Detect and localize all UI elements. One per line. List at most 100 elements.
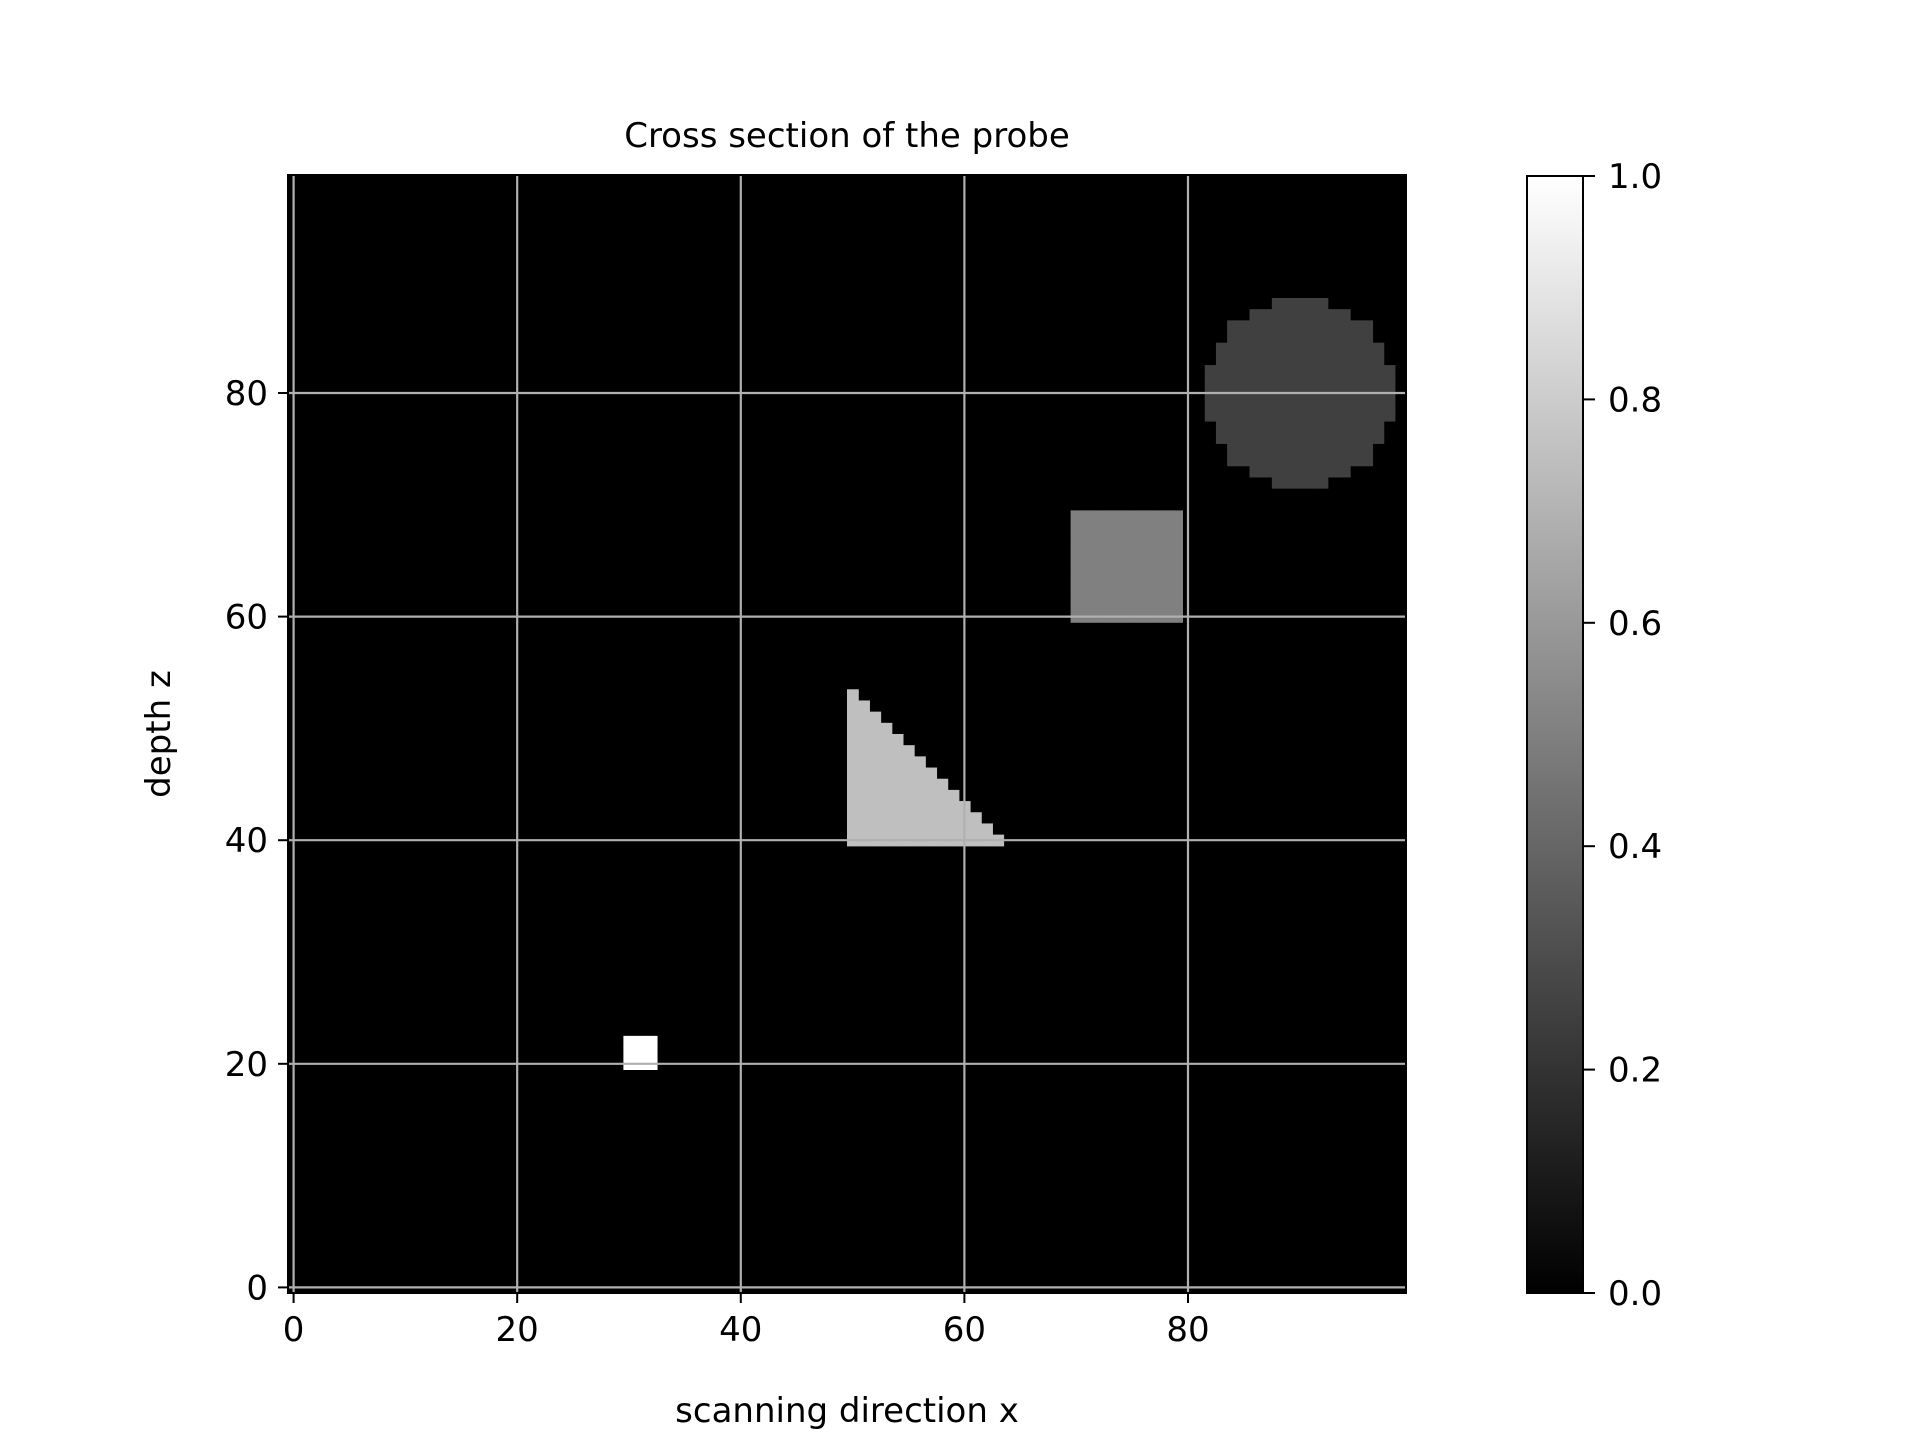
object-4-circle [1372,365,1385,377]
object-3-square [1104,566,1116,579]
object-4-circle [1283,443,1295,456]
object-4-circle [1271,476,1284,489]
object-2-right-triangle [858,756,870,769]
object-4-circle [1204,365,1217,377]
object-4-circle [1260,376,1273,389]
object-3-square [1137,543,1150,556]
object-3-square [1070,599,1083,612]
object-4-circle [1271,342,1284,355]
object-4-circle [1294,432,1306,444]
object-3-square [1171,577,1183,590]
object-4-circle [1361,331,1374,344]
object-4-circle [1249,342,1262,355]
object-2-right-triangle [902,745,915,757]
object-4-circle [1260,309,1273,321]
x-tick-label: 40 [719,1310,762,1350]
object-2-right-triangle [869,801,882,813]
object-3-square [1081,566,1094,579]
object-4-circle [1294,309,1306,321]
object-4-circle [1338,432,1351,444]
object-4-circle [1238,342,1251,355]
object-2-right-triangle [847,734,859,746]
object-2-right-triangle [858,801,870,813]
object-4-circle [1305,376,1318,389]
object-4-circle [1238,443,1251,456]
object-4-circle [1283,331,1295,344]
object-4-circle [1294,342,1306,355]
object-2-right-triangle [936,778,949,791]
object-4-circle [1271,309,1284,321]
object-2-right-triangle [914,789,926,802]
object-2-right-triangle [902,756,915,769]
object-2-right-triangle [869,756,882,769]
object-3-square [1081,555,1094,567]
object-2-right-triangle [891,756,904,769]
object-4-circle [1316,409,1329,422]
object-4-circle [1238,331,1251,344]
object-4-circle [1316,320,1329,333]
object-4-circle [1316,365,1329,377]
object-2-right-triangle [880,722,893,735]
object-4-circle [1215,409,1228,422]
object-4-circle [1249,331,1262,344]
object-4-circle [1283,454,1295,467]
object-4-circle [1260,365,1273,377]
object-4-circle [1338,443,1351,456]
object-3-square [1070,543,1083,556]
object-4-circle [1327,331,1340,344]
object-4-circle [1327,309,1340,321]
object-2-right-triangle [847,756,859,769]
object-4-circle [1294,320,1306,333]
object-2-right-triangle [936,823,949,836]
object-4-circle [1294,365,1306,377]
object-4-circle [1283,465,1295,478]
object-2-right-triangle [902,778,915,791]
object-4-circle [1305,309,1318,321]
object-2-right-triangle [925,812,938,825]
object-3-square [1126,566,1139,579]
object-4-circle [1271,365,1284,377]
object-4-circle [1327,342,1340,355]
object-4-circle [1260,454,1273,467]
object-4-circle [1383,365,1396,377]
object-2-right-triangle [869,722,882,735]
object-4-circle [1260,465,1273,478]
object-4-circle [1227,320,1239,333]
object-4-circle [1294,331,1306,344]
object-4-circle [1350,365,1362,377]
object-2-right-triangle [869,778,882,791]
object-3-square [1171,588,1183,601]
object-3-square [1160,532,1172,545]
colorbar-tick-label: 1.0 [1608,157,1662,197]
object-4-circle [1283,398,1295,411]
object-3-square [1148,566,1161,579]
object-2-right-triangle [858,711,870,724]
object-4-circle [1361,443,1374,456]
object-4-circle [1327,465,1340,478]
object-4-circle [1227,353,1239,366]
object-4-circle [1350,432,1362,444]
object-4-circle [1249,465,1262,478]
object-2-right-triangle [981,823,993,836]
object-1-square [645,1035,658,1048]
object-2-right-triangle [847,711,859,724]
object-3-square [1070,555,1083,567]
colorbar [1526,175,1584,1294]
object-3-square [1137,566,1150,579]
object-4-circle [1316,353,1329,366]
object-3-square [1104,532,1116,545]
object-4-circle [1238,432,1251,444]
object-4-circle [1271,409,1284,422]
object-4-circle [1294,376,1306,389]
object-2-right-triangle [858,734,870,746]
object-2-right-triangle [858,722,870,735]
object-4-circle [1361,398,1374,411]
object-2-right-triangle [880,801,893,813]
object-3-square [1092,599,1105,612]
object-4-circle [1372,420,1385,433]
object-4-circle [1305,353,1318,366]
object-2-right-triangle [880,734,893,746]
object-4-circle [1283,320,1295,333]
object-4-circle [1271,432,1284,444]
object-3-square [1092,566,1105,579]
